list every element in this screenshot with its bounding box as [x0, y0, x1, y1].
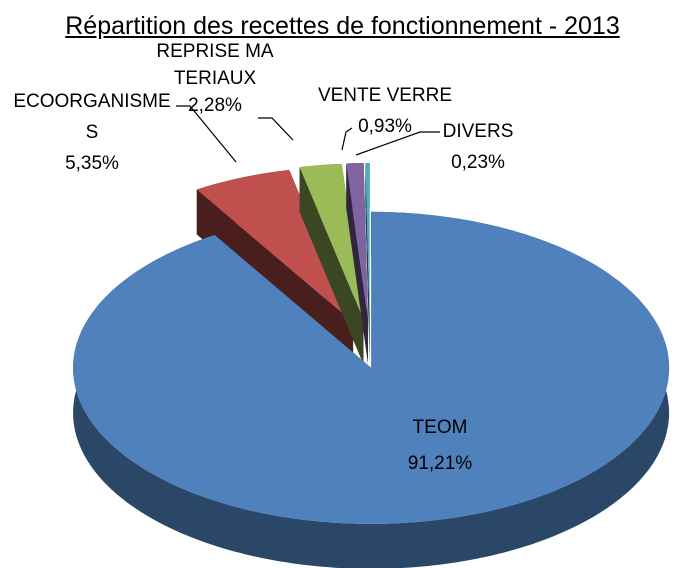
slice-wall: [299, 167, 364, 365]
category-label: TEOM: [412, 417, 468, 438]
slice: [365, 163, 370, 319]
value-label: 5,35%: [65, 153, 119, 174]
data-label: REPRISE MATERIAUX 2,28%: [155, 38, 275, 119]
category-label: VENTE VERRE: [317, 85, 453, 106]
value-label: 91,21%: [407, 453, 473, 474]
value-label: 0,23%: [451, 152, 505, 173]
slice: [73, 211, 670, 524]
leader-line: [341, 127, 353, 151]
category-label: REPRISE MATERIAUX: [156, 41, 274, 89]
slice-wall: [365, 163, 370, 364]
slice: [299, 163, 364, 320]
value-label: 0,93%: [358, 116, 412, 137]
leader-line: [176, 105, 237, 163]
slices: [73, 163, 670, 568]
data-label: DIVERS 0,23%: [428, 116, 528, 178]
chart-title: Répartition des recettes de fonctionneme…: [65, 12, 620, 40]
category-label: ECOORGANISMES: [13, 91, 171, 143]
data-label: VENTE VERRE 0,93%: [315, 80, 455, 142]
data-label: TEOM 91,21%: [370, 410, 510, 482]
data-label: ECOORGANISMES 5,35%: [12, 86, 172, 179]
leader-lines: [176, 105, 440, 163]
category-label: DIVERS: [442, 121, 514, 142]
slice: [346, 163, 368, 319]
value-label: 2,28%: [188, 95, 242, 116]
leader-line: [355, 131, 440, 156]
leader-line: [258, 117, 294, 141]
slice-wall: [346, 163, 368, 364]
slice: [196, 169, 354, 323]
